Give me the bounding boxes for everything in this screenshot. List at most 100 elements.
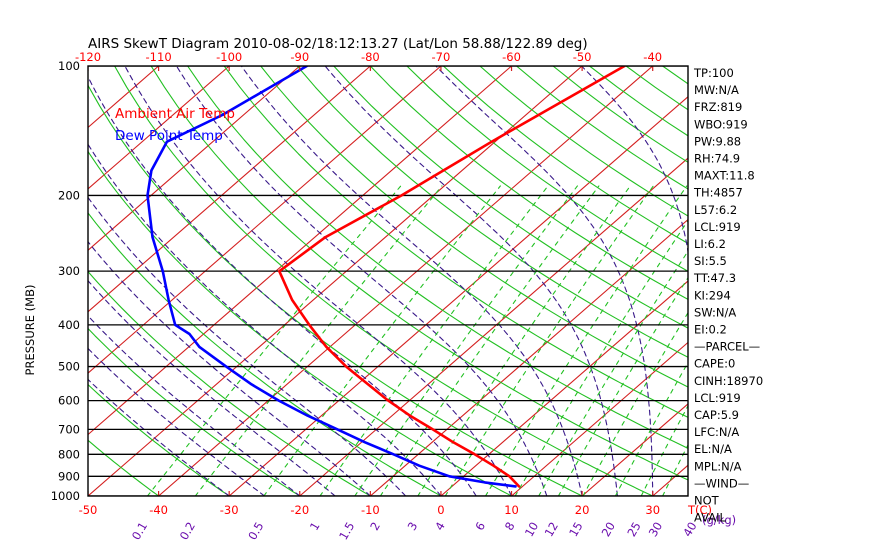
pressure-tick-label: 600: [58, 394, 80, 408]
pressure-axis-title: PRESSURE (MB): [23, 285, 37, 376]
moist-adiabat-line: [435, 66, 654, 496]
index-readout-16: —PARCEL—: [694, 340, 760, 354]
mixing-ratio-tick-label: 15: [566, 520, 585, 540]
index-readout-18: CINH:18970: [694, 374, 763, 388]
bottom-temp-tick-label: -40: [149, 503, 168, 517]
legend-ambient-air-temp: Ambient Air Temp: [115, 106, 235, 122]
mixing-ratio-tick-label: 25: [624, 520, 643, 540]
dry-adiabat-line: [772, 66, 870, 496]
plot-lines-group: [88, 66, 870, 496]
mixing-ratio-tick-label: 40: [680, 520, 699, 540]
index-readout-25: NOT: [694, 494, 720, 508]
mixing-ratio-tick-label: 0.1: [129, 520, 150, 543]
index-readout-26: AVAIL: [694, 511, 727, 525]
dry-adiabat-line: [150, 66, 688, 481]
isotherm-line: [299, 157, 688, 496]
isotherm-line: [369, 218, 688, 496]
top-temp-tick-label: -90: [290, 50, 309, 64]
pressure-tick-label: 800: [58, 447, 80, 461]
dry-adiabat-line: [223, 66, 688, 418]
dry-adiabat-line: [406, 66, 688, 272]
mixing-ratio-line: [319, 185, 549, 496]
bottom-temp-tick-label: -20: [290, 503, 309, 517]
mixing-ratio-tick-label: 20: [599, 520, 618, 540]
dew-point-temp-curve[interactable]: [146, 66, 517, 488]
index-readout-23: MPL:N/A: [694, 459, 742, 473]
mixing-ratio-line: [662, 443, 688, 496]
legend-dew-point-temp: Dew Point Temp: [115, 128, 223, 144]
isotherm-line: [228, 95, 688, 496]
index-readout-15: EI:0.2: [694, 323, 727, 337]
dry-adiabat-line: [296, 66, 688, 358]
index-readout-20: CAP:5.9: [694, 408, 739, 422]
pressure-tick-label: 900: [58, 469, 80, 483]
mixing-ratio-tick-label: 1: [307, 520, 323, 533]
dry-adiabat-line: [88, 383, 230, 496]
isotherm-line: [794, 66, 870, 496]
index-readout-2: FRZ:819: [694, 100, 742, 114]
dry-adiabat-line: [187, 66, 688, 449]
top-temp-tick-label: -60: [502, 50, 521, 64]
index-readout-24: —WIND—: [694, 476, 749, 490]
mixing-ratio-axis-title: (g/kg): [702, 513, 736, 527]
moist-adiabat-line: [88, 347, 266, 496]
index-readout-7: TH:4857: [693, 186, 743, 200]
isotherm-line: [88, 66, 512, 436]
moist-adiabat-line: [88, 315, 301, 496]
moist-adiabat-line: [88, 279, 336, 496]
index-readout-22: EL:N/A: [694, 442, 732, 456]
dry-adiabat-line: [88, 84, 583, 496]
top-temp-tick-label: -100: [216, 50, 242, 64]
moist-adiabat-line: [324, 66, 618, 496]
mixing-ratio-line: [379, 185, 600, 496]
isotherm-line: [440, 280, 688, 496]
bottom-temp-tick-label: 0: [437, 503, 444, 517]
mixing-ratio-line: [417, 185, 631, 496]
bottom-temp-tick-label: -50: [79, 503, 98, 517]
isotherm-line: [88, 66, 301, 252]
isotherm-line: [511, 341, 688, 496]
dry-adiabat-line: [260, 66, 688, 388]
isotherm-line: [864, 66, 870, 496]
dry-adiabat-line: [333, 66, 688, 329]
moist-adiabat-line: [88, 378, 230, 496]
isotherm-line: [88, 66, 230, 190]
mixing-ratio-line: [557, 276, 688, 496]
bottom-temp-tick-label: 20: [575, 503, 590, 517]
index-readout-21: LFC:N/A: [694, 425, 739, 439]
index-readout-1: MW:N/A: [694, 83, 739, 97]
index-readout-3: WBO:919: [694, 117, 748, 131]
mixing-ratio-tick-label: 12: [542, 520, 561, 540]
top-temp-tick-label: -50: [573, 50, 592, 64]
mixing-ratio-tick-label: 30: [646, 520, 665, 540]
mixing-ratio-tick-label: 3: [405, 520, 421, 533]
index-readout-11: SI:5.5: [694, 254, 727, 268]
pressure-tick-label: 400: [58, 318, 80, 332]
mixing-ratio-tick-label: 0.2: [177, 520, 198, 543]
dry-adiabat-line: [88, 327, 301, 496]
top-temp-tick-label: -110: [146, 50, 172, 64]
mixing-ratio-line: [582, 311, 688, 496]
moist-adiabat-line: [240, 66, 583, 496]
moist-adiabat-line: [88, 196, 407, 496]
mixing-ratio-line: [640, 404, 688, 496]
pressure-tick-label: 300: [58, 264, 80, 278]
moist-adiabat-line: [88, 240, 371, 496]
top-temp-tick-label: -80: [361, 50, 380, 64]
index-readout-19: LCL:919: [694, 391, 741, 405]
ambient-air-temp-curve[interactable]: [277, 66, 626, 488]
dry-adiabat-line: [88, 212, 442, 496]
top-temp-tick-label: -70: [432, 50, 451, 64]
index-readout-13: KI:294: [694, 288, 731, 302]
dry-adiabat-line: [88, 150, 513, 496]
bottom-temp-tick-label: 30: [645, 503, 660, 517]
mixing-ratio-line: [146, 185, 402, 496]
index-readout-5: RH:74.9: [694, 152, 740, 166]
moist-adiabat-line: [88, 75, 477, 496]
dry-adiabat-line: [625, 66, 688, 111]
chart-title: AIRS SkewT Diagram 2010-08-02/18:12:13.2…: [88, 36, 588, 52]
index-readout-17: CAPE:0: [694, 357, 735, 371]
index-readout-0: TP:100: [693, 66, 734, 80]
